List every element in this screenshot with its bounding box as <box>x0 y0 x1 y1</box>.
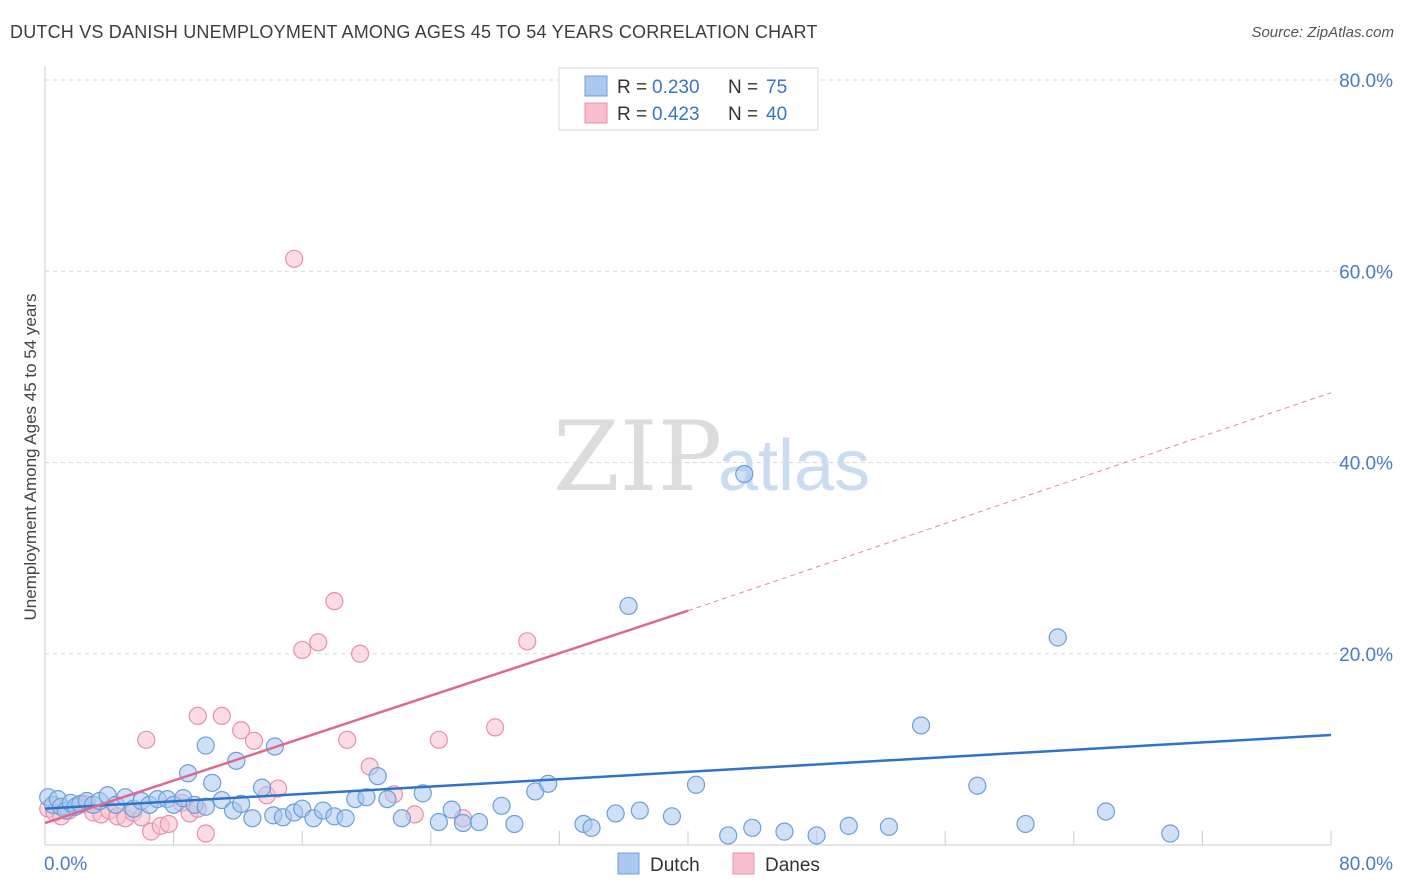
danes-point <box>350 644 370 663</box>
danes-point <box>293 640 312 660</box>
dutch-point <box>368 767 387 786</box>
y-tick-label: 20.0% <box>1339 645 1393 666</box>
tick-labels: 20.0% 40.0% 60.0% 80.0% 0.0% 80.0% <box>44 71 1393 875</box>
legend-dutch-r-label: R = <box>617 77 652 98</box>
chart-title: DUTCH VS DANISH UNEMPLOYMENT AMONG AGES … <box>10 22 818 42</box>
danes-point <box>244 731 264 750</box>
dutch-point <box>879 817 899 836</box>
dutch-point <box>453 813 473 833</box>
x-tick-label-min: 0.0% <box>44 854 87 875</box>
trend-lines <box>44 392 1332 825</box>
dutch-point <box>492 796 511 815</box>
danes-point <box>285 249 304 268</box>
danes-point <box>212 706 231 726</box>
legend-danes-n-label: N = <box>728 104 763 125</box>
bottom-legend-danes-label: Danes <box>765 855 820 876</box>
dutch-point <box>630 801 649 820</box>
legend-danes-r-label: R = <box>617 104 652 125</box>
dutch-point <box>911 716 931 735</box>
top-legend: R = 0.230 N = 75 R = 0.423 N = 40 <box>558 67 819 131</box>
dutch-point <box>735 464 754 484</box>
source-credit: Source: ZipAtlas.com <box>1251 24 1394 41</box>
dutch-point <box>606 804 625 823</box>
dutch-point <box>442 800 461 819</box>
danes-point <box>518 632 537 651</box>
legend-danes-swatch <box>584 102 608 124</box>
dutch-point <box>1048 628 1067 647</box>
dutch-point <box>243 809 262 828</box>
bottom-legend-dutch-label: Dutch <box>650 855 700 876</box>
legend-dutch-n-value: 75 <box>766 77 787 98</box>
danes-point <box>137 730 156 749</box>
dutch-trend-line <box>44 733 1332 810</box>
dutch-point <box>429 812 448 832</box>
dutch-point <box>539 774 558 793</box>
bottom-legend: Dutch Danes <box>617 852 820 876</box>
dutch-point <box>232 794 251 813</box>
danes-points <box>39 249 537 843</box>
y-tick-label: 60.0% <box>1339 262 1393 283</box>
grid-lines <box>45 79 1392 655</box>
dutch-point <box>203 773 222 792</box>
legend-dutch-swatch <box>584 75 608 97</box>
bottom-legend-danes-swatch <box>732 852 755 875</box>
danes-point <box>309 633 328 652</box>
dutch-point <box>469 812 489 832</box>
danes-point <box>325 592 344 611</box>
danes-point <box>232 721 251 740</box>
legend-dutch-n-label: N = <box>728 77 763 98</box>
dutch-point <box>336 809 355 828</box>
x-tick-label-max: 80.0% <box>1339 854 1393 875</box>
dutch-point <box>619 596 638 616</box>
y-tick-label: 40.0% <box>1339 454 1393 475</box>
dutch-point <box>1016 814 1035 834</box>
dutch-point <box>686 775 706 794</box>
dutch-point <box>582 818 601 837</box>
danes-point <box>486 718 505 737</box>
legend-dutch-r-value: 0.230 <box>652 77 700 98</box>
dutch-point <box>662 807 682 826</box>
dutch-point <box>1096 802 1116 821</box>
y-axis-label: Unemployment Among Ages 45 to 54 years <box>21 294 40 621</box>
watermark-zip: ZIP <box>553 401 722 513</box>
dutch-point <box>743 818 762 837</box>
dutch-point <box>196 736 215 755</box>
danes-point <box>338 730 357 749</box>
dutch-point <box>1161 824 1180 843</box>
dutch-point <box>775 822 794 841</box>
danes-point <box>188 706 207 726</box>
axes <box>44 66 1332 846</box>
dutch-point <box>378 789 397 809</box>
dutch-point <box>357 788 376 807</box>
dutch-point <box>505 814 524 834</box>
dutch-point <box>719 826 738 845</box>
danes-trend-line <box>44 609 689 825</box>
danes-point <box>159 814 178 834</box>
dutch-point <box>252 778 272 797</box>
bottom-legend-dutch-swatch <box>617 852 640 875</box>
dutch-point <box>807 826 826 845</box>
danes-point <box>196 824 215 843</box>
dutch-point <box>968 776 987 795</box>
dutch-point <box>839 816 858 835</box>
danes-point <box>429 730 448 749</box>
dutch-point <box>413 784 432 803</box>
dutch-points <box>39 464 1180 845</box>
y-tick-label: 80.0% <box>1339 71 1393 92</box>
legend-danes-n-value: 40 <box>766 104 787 125</box>
dutch-point <box>392 809 411 828</box>
legend-danes-r-value: 0.423 <box>652 104 700 125</box>
